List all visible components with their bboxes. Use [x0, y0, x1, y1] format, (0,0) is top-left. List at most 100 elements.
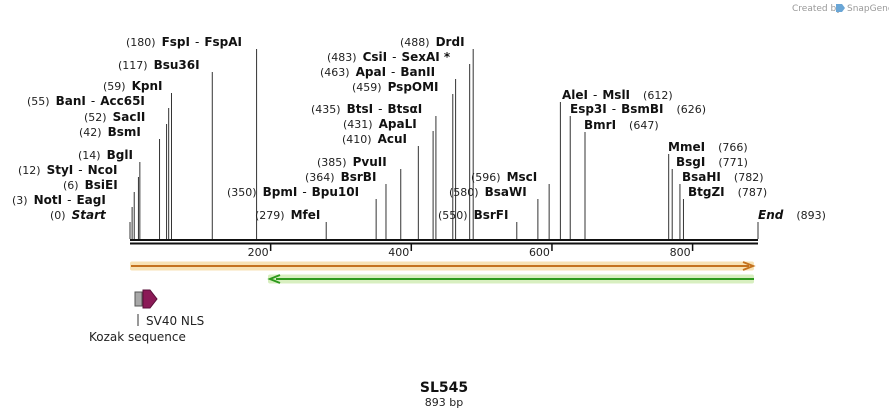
restriction-site-label[interactable]: (385) PvuII — [317, 155, 387, 169]
site-position: (117) — [118, 59, 148, 72]
enzyme-name: BtsI — [347, 102, 374, 116]
site-position: (180) — [126, 36, 156, 49]
enzyme-name: BsaHI — [682, 170, 721, 184]
site-position: (410) — [342, 133, 372, 146]
restriction-site-label[interactable]: (488) DrdI — [400, 35, 465, 49]
reverse-feature-arrow[interactable] — [267, 274, 754, 284]
restriction-site-label[interactable]: Esp3I - BsmBI (626) — [570, 102, 706, 116]
enzyme-name: BanI — [56, 94, 86, 108]
site-position: (893) — [796, 209, 826, 222]
enzyme-name: Esp3I — [570, 102, 607, 116]
enzyme-name: PspOMI — [388, 80, 439, 94]
enzyme-name: BsmI — [108, 125, 141, 139]
site-position: (488) — [400, 36, 430, 49]
restriction-site-label[interactable]: (55) BanI - Acc65I — [27, 94, 145, 108]
restriction-site-label[interactable]: (14) BglI — [78, 148, 133, 162]
restriction-site-label[interactable]: (550) BsrFI — [438, 208, 508, 222]
site-separator: - — [392, 50, 396, 64]
restriction-site-label[interactable]: (580) BsaWI — [449, 185, 527, 199]
snapgene-logo-icon — [836, 4, 845, 12]
sv40-nls-arrow[interactable] — [142, 289, 158, 309]
restriction-site-label[interactable]: (59) KpnI — [103, 79, 163, 93]
restriction-site-label[interactable]: (12) StyI - NcoI — [18, 163, 117, 177]
site-position: (647) — [629, 119, 659, 132]
restriction-site-label[interactable]: MmeI (766) — [668, 140, 748, 154]
enzyme-name: BanII — [400, 65, 435, 79]
enzyme-name: DrdI — [436, 35, 465, 49]
credit-brand: SnapGene — [847, 4, 889, 14]
map-title: SL545 — [420, 380, 468, 396]
enzyme-name: MslI — [602, 88, 630, 102]
site-position: (14) — [78, 149, 101, 162]
restriction-site-label[interactable]: (52) SacII — [84, 110, 145, 124]
enzyme-name: MmeI — [668, 140, 705, 154]
site-position: (0) — [50, 209, 66, 222]
enzyme-name: StyI — [47, 163, 74, 177]
site-separator: - — [78, 163, 82, 177]
site-position: (431) — [343, 118, 373, 131]
enzyme-name: ApaI — [356, 65, 386, 79]
restriction-site-label[interactable]: BsaHI (782) — [682, 170, 764, 184]
site-position: (612) — [643, 89, 673, 102]
site-position: (350) — [227, 186, 257, 199]
enzyme-name: BmrI — [584, 118, 616, 132]
sequence-backbone — [130, 239, 758, 245]
restriction-site-label[interactable]: (463) ApaI - BanII — [320, 65, 435, 79]
enzyme-name: BsaWI — [485, 185, 527, 199]
restriction-site-label[interactable]: (279) MfeI — [255, 208, 320, 222]
enzyme-name: AleI — [562, 88, 588, 102]
site-position: (12) — [18, 164, 41, 177]
site-separator: - — [91, 94, 95, 108]
restriction-site-label[interactable]: AleI - MslI (612) — [562, 88, 673, 102]
kozak-sequence-box[interactable] — [134, 291, 143, 307]
site-position: (6) — [63, 179, 79, 192]
restriction-site-label[interactable]: (42) BsmI — [79, 125, 141, 139]
restriction-site-label[interactable]: (483) CsiI - SexAI * — [327, 50, 451, 64]
restriction-site-label[interactable]: (459) PspOMI — [352, 80, 439, 94]
forward-feature-arrow[interactable] — [130, 261, 756, 271]
enzyme-name: NcoI — [88, 163, 118, 177]
site-separator: - — [378, 102, 382, 116]
site-separator: - — [593, 88, 597, 102]
restriction-site-label[interactable]: End (893) — [758, 208, 826, 222]
enzyme-name: PvuII — [353, 155, 387, 169]
site-position: (279) — [255, 209, 285, 222]
restriction-site-label[interactable]: (596) MscI — [471, 170, 537, 184]
map-subtitle: 893 bp — [425, 396, 463, 409]
sv40-nls-label: SV40 NLS — [146, 314, 204, 328]
restriction-site-label[interactable]: (350) BpmI - Bpu10I — [227, 185, 359, 199]
site-separator: - — [302, 185, 306, 199]
site-position: (59) — [103, 80, 126, 93]
restriction-site-label[interactable]: (117) Bsu36I — [118, 58, 200, 72]
enzyme-name: BsgI — [676, 155, 705, 169]
site-position: (3) — [12, 194, 28, 207]
enzyme-name: BtsαI — [387, 102, 422, 116]
site-lines — [129, 49, 759, 239]
enzyme-name: SexAI * — [401, 50, 450, 64]
restriction-site-label[interactable]: (3) NotI - EagI — [12, 193, 106, 207]
enzyme-name: BtgZI — [688, 185, 725, 199]
site-position: (459) — [352, 81, 382, 94]
enzyme-name: FspI — [162, 35, 190, 49]
restriction-site-label[interactable]: (410) AcuI — [342, 132, 407, 146]
site-separator: - — [67, 193, 71, 207]
restriction-site-label[interactable]: BmrI (647) — [584, 118, 659, 132]
enzyme-name: Bsu36I — [154, 58, 200, 72]
restriction-site-label[interactable]: (0) Start — [50, 208, 107, 222]
restriction-site-label[interactable]: BsgI (771) — [676, 155, 748, 169]
ruler-tick-label: 600 — [529, 246, 550, 259]
site-position: (463) — [320, 66, 350, 79]
restriction-site-label[interactable]: (6) BsiEI — [63, 178, 118, 192]
site-labels: (0) Start(3) NotI - EagI(6) BsiEI(12) StyI - Nco… — [12, 35, 826, 222]
restriction-site-label[interactable]: (364) BsrBI — [305, 170, 376, 184]
site-position: (580) — [449, 186, 479, 199]
site-position: (766) — [718, 141, 748, 154]
enzyme-name: BsrBI — [341, 170, 377, 184]
restriction-site-label[interactable]: BtgZI (787) — [688, 185, 767, 199]
enzyme-name: BglI — [107, 148, 133, 162]
restriction-site-label[interactable]: (435) BtsI - BtsαI — [311, 102, 422, 116]
site-position: (782) — [734, 171, 764, 184]
site-separator: - — [195, 35, 199, 49]
restriction-site-label[interactable]: (180) FspI - FspAI — [126, 35, 242, 49]
restriction-site-label[interactable]: (431) ApaLI — [343, 117, 417, 131]
